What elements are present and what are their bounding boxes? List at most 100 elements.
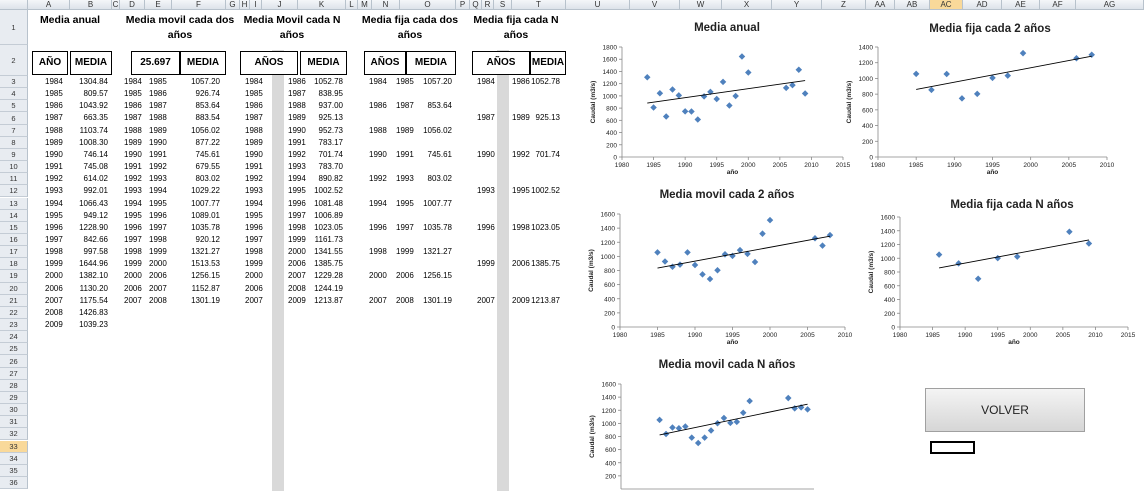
column-header: W — [680, 0, 722, 10]
year-cell: 2007 — [124, 295, 142, 305]
y-tick-label: 1000 — [603, 93, 618, 100]
volver-button[interactable]: VOLVER — [925, 388, 1085, 432]
media-cell: 1002.52 — [531, 186, 560, 196]
media-cell: 1256.15 — [191, 271, 220, 281]
x-tick-label: 1985 — [909, 162, 924, 169]
column-header: V — [630, 0, 680, 10]
data-point — [826, 231, 834, 239]
chart-title: Media anual — [694, 22, 760, 34]
y-tick-label: 600 — [862, 107, 873, 114]
media-cell: 877.22 — [195, 137, 220, 147]
year-cell: 1990 — [124, 149, 142, 159]
media-cell: 1023.05 — [314, 222, 343, 232]
media-cell: 1035.78 — [423, 222, 452, 232]
row-header: 20 — [0, 282, 28, 295]
data-point — [785, 394, 792, 402]
row-header: 12 — [0, 185, 28, 198]
row-header: 36 — [0, 476, 28, 490]
y-tick-label: 400 — [605, 460, 616, 467]
media-cell: 1008.30 — [79, 137, 108, 147]
data-point — [746, 397, 753, 405]
column-header: AD — [963, 0, 1002, 10]
year-cell: 1984 — [45, 77, 63, 86]
media-cell: 745.61 — [427, 149, 452, 159]
y-tick-label: 1200 — [603, 81, 618, 88]
year-cell: 1997 — [124, 234, 142, 244]
y-tick-label: 1400 — [859, 45, 874, 52]
year-cell: 1987 — [124, 113, 142, 123]
row-header: 22 — [0, 306, 28, 319]
year-cell: 1988 — [245, 125, 263, 135]
media-cell: 1321.27 — [191, 247, 220, 257]
x-tick-label: 2005 — [773, 162, 788, 169]
year-cell: 1998 — [245, 247, 263, 257]
year-cell: 2000 — [124, 271, 142, 281]
year-cell: 1993 — [477, 186, 495, 196]
table-title: Media anual — [39, 14, 101, 26]
column-header: U — [566, 0, 630, 10]
data-point — [706, 275, 714, 283]
media-cell: 1385.75 — [314, 259, 343, 269]
media-cell: 1301.19 — [423, 295, 452, 305]
year-cell: 1984 — [369, 77, 387, 86]
media-cell: 853.64 — [195, 101, 220, 111]
media-cell: 803.02 — [195, 174, 220, 184]
column-header: AE — [1002, 0, 1040, 10]
column-header: M — [358, 0, 372, 10]
year-cell: 2009 — [288, 295, 306, 305]
media-cell: 1130.20 — [79, 283, 108, 293]
data-point — [795, 66, 803, 74]
media-cell: 992.01 — [83, 186, 108, 196]
data-point — [662, 430, 670, 438]
y-tick-label: 400 — [862, 123, 873, 130]
y-tick-label: 1200 — [881, 242, 896, 249]
row-header: 13 — [0, 197, 28, 210]
y-tick-label: 1000 — [881, 256, 896, 263]
row-header: 8 — [0, 136, 28, 149]
row-header: 27 — [0, 367, 28, 380]
x-tick-label: 1995 — [725, 332, 740, 339]
table-title: Media movil cada dos años — [125, 14, 235, 41]
y-tick-label: 1600 — [602, 382, 617, 389]
data-point — [669, 263, 676, 270]
data-point — [733, 418, 741, 426]
x-tick-label: 2010 — [838, 332, 853, 339]
data-point — [699, 271, 706, 278]
data-point — [662, 113, 670, 120]
year-cell: 1998 — [45, 247, 63, 257]
y-tick-label: 1000 — [859, 76, 874, 83]
media-cell: 1052.78 — [314, 77, 343, 86]
media-cell: 1039.23 — [79, 320, 108, 329]
media-cell: 614.02 — [83, 174, 108, 184]
media-cell: 926.74 — [195, 89, 220, 99]
year-cell: 1993 — [396, 174, 414, 184]
year-cell: 1992 — [369, 174, 387, 184]
x-tick-label: 2005 — [800, 332, 815, 339]
data-point — [691, 261, 699, 269]
data-point — [719, 78, 727, 86]
data-point — [928, 86, 935, 94]
row-header: 24 — [0, 331, 28, 344]
year-cell: 1992 — [149, 162, 167, 172]
table-header: MEDIA — [70, 51, 112, 75]
x-tick-label: 1980 — [893, 332, 908, 339]
year-cell: 1993 — [149, 174, 167, 184]
table-title: Media Movil cada N años — [243, 14, 341, 41]
year-cell: 1993 — [45, 186, 63, 196]
media-cell: 1321.27 — [423, 247, 452, 257]
data-point — [1073, 55, 1080, 62]
year-cell: 1995 — [396, 198, 414, 208]
row-header: 34 — [0, 452, 28, 465]
year-cell: 2006 — [396, 271, 414, 281]
media-cell: 925.13 — [318, 113, 343, 123]
year-cell: 2000 — [149, 259, 167, 269]
year-cell: 1985 — [124, 89, 142, 99]
data-point — [1066, 228, 1073, 235]
media-cell: 1152.87 — [191, 283, 220, 293]
data-point — [994, 254, 1001, 262]
year-cell: 2006 — [45, 283, 63, 293]
column-header: AC — [930, 0, 963, 10]
year-cell: 2007 — [477, 295, 495, 305]
y-axis-label: Caudal (m3/s) — [868, 251, 875, 294]
column-header: H — [240, 0, 250, 10]
